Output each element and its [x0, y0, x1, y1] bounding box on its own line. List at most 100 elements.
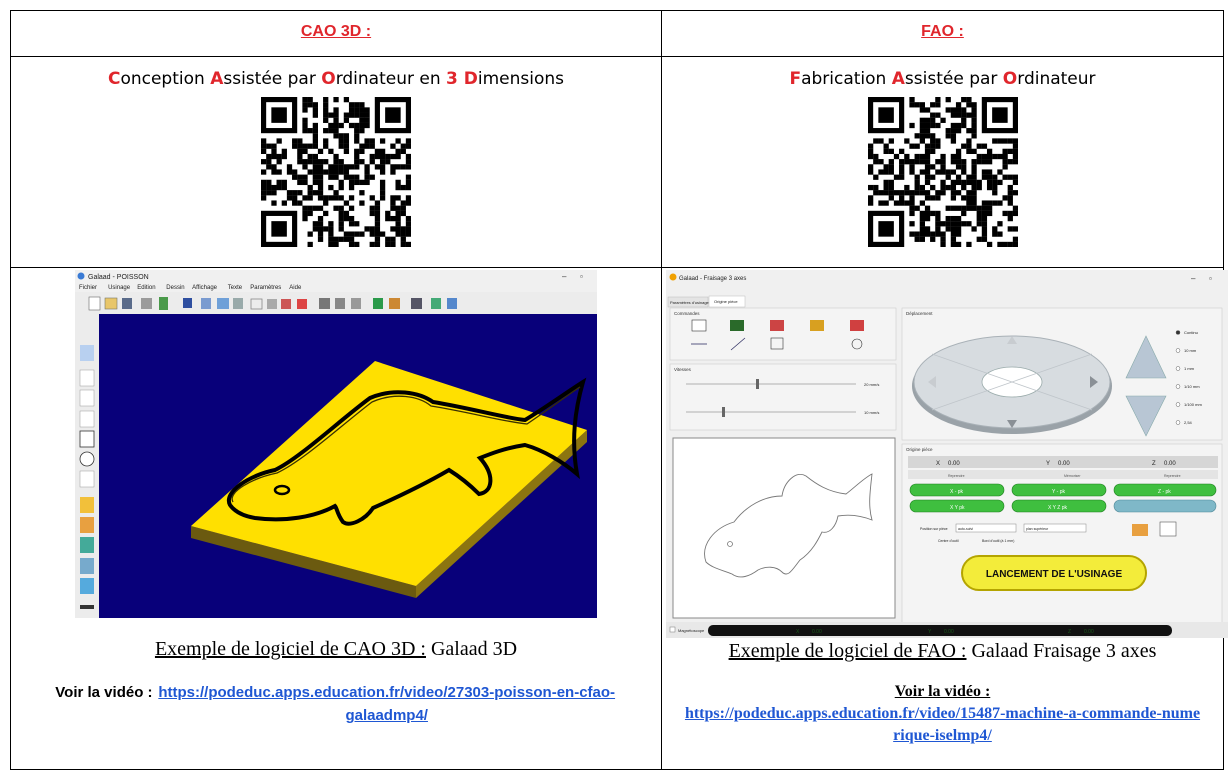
step-label: 1/10 mm — [1184, 384, 1200, 389]
document-table: CAO 3D : FAO : Conception Assistée par O… — [10, 10, 1228, 770]
menu-bar: Fichier Usinage Edition Dessin Affichage Text… — [79, 285, 302, 291]
svg-text:LANCEMENT DE L'USINAGE: LANCEMENT DE L'USINAGE — [986, 569, 1123, 580]
galaad-3d-screenshot: Galaad - POISSON – ▫ Fichier Usinage Editi… — [75, 270, 597, 618]
menu-item[interactable]: Edition — [137, 285, 155, 291]
menu-item[interactable]: Affichage — [192, 285, 218, 291]
svg-text:X Y pk: X Y pk — [950, 505, 965, 511]
fao-caption: Exemple de logiciel de FAO : Galaad Frai… — [662, 640, 1223, 663]
example-row: Galaad - POISSON – ▫ Fichier Usinage Editi… — [10, 267, 1228, 770]
svg-text:Y - pk: Y - pk — [1052, 489, 1065, 495]
z-down-icon[interactable] — [1125, 395, 1167, 437]
step-label: 1 mm — [1184, 366, 1195, 371]
jog-right-icon[interactable] — [1090, 376, 1098, 388]
fao-header-cell: FAO : — [661, 10, 1224, 57]
fish-outline — [226, 377, 587, 526]
tab-parametres[interactable] — [667, 296, 709, 308]
cao-video: Voir la vidéo : https://podeduc.apps.edu… — [11, 681, 661, 727]
cao-heading: CAO 3D : — [300, 23, 372, 40]
svg-text:X: X — [796, 629, 800, 635]
z-up-icon[interactable] — [1125, 335, 1167, 379]
svg-text:Z - pk: Z - pk — [1158, 489, 1171, 495]
position-select-1[interactable] — [955, 523, 1017, 533]
pointer-icon[interactable] — [1159, 521, 1177, 537]
maximize-icon: ▫ — [580, 272, 583, 281]
cao-video-label: Voir la vidéo : — [55, 684, 153, 701]
fao-video-link[interactable]: https://podeduc.apps.education.fr/video/… — [684, 705, 1201, 744]
menu-item[interactable]: Paramètres — [250, 285, 281, 291]
fao-video: Voir la vidéo : https://podeduc.apps.edu… — [662, 681, 1223, 747]
fao-heading: FAO : — [921, 23, 964, 40]
menu-item[interactable]: Aide — [289, 285, 302, 291]
svg-text:Y: Y — [1046, 461, 1050, 467]
step-radio[interactable] — [1175, 402, 1181, 407]
step-radio[interactable] — [1175, 330, 1181, 335]
xyz-origin-button[interactable] — [1011, 499, 1107, 513]
svg-text:Déplacement: Déplacement — [906, 311, 933, 316]
definition-part: A — [210, 69, 224, 89]
tab-origine[interactable] — [708, 295, 746, 308]
cao-caption-underlined: Exemple de logiciel de CAO 3D : — [154, 638, 426, 660]
cao-qr-code[interactable] — [261, 97, 411, 247]
jog-down-icon[interactable] — [1007, 420, 1017, 428]
definition-part: ssistée par — [223, 69, 322, 89]
svg-text:10 mm/s: 10 mm/s — [864, 410, 879, 415]
step-label: 1/100 mm — [1184, 402, 1202, 407]
qr-finder — [991, 107, 1008, 123]
qr-finder — [877, 221, 894, 237]
menu-item[interactable]: Texte — [228, 285, 243, 291]
svg-text:0.00: 0.00 — [1058, 461, 1070, 467]
svg-text:Commandes: Commandes — [674, 311, 700, 316]
cao-example-cell: Galaad - POISSON – ▫ Fichier Usinage Editi… — [10, 267, 662, 770]
x-origin-button[interactable] — [909, 483, 1005, 497]
probe-icon[interactable] — [1132, 524, 1148, 536]
cao-definition-cell: Conception Assistée par Ordinateur en 3 … — [10, 56, 662, 268]
svg-text:0.00: 0.00 — [944, 629, 954, 635]
svg-text:Centre d'outil: Centre d'outil — [938, 539, 959, 543]
lancement-usinage-button[interactable] — [961, 555, 1147, 591]
menu-item[interactable]: Usinage — [108, 285, 131, 291]
svg-text:X Y Z pk: X Y Z pk — [1048, 505, 1067, 511]
xy-origin-button[interactable] — [909, 499, 1005, 513]
step-radio[interactable] — [1175, 420, 1181, 425]
fao-example-cell: Galaad - Fraisage 3 axes – ▫ Paramètres … — [661, 267, 1228, 770]
fao-qr-code[interactable] — [867, 97, 1018, 247]
fao-caption-underlined: Exemple de logiciel de FAO : — [728, 640, 967, 662]
speed-slider-1[interactable] — [756, 379, 759, 389]
step-radio[interactable] — [1175, 348, 1181, 353]
svg-text:X: X — [936, 461, 940, 467]
svg-text:20 mm/s: 20 mm/s — [864, 382, 879, 387]
position-select-2[interactable] — [1023, 523, 1087, 533]
status-bar — [708, 625, 1172, 636]
y-origin-button[interactable] — [1011, 483, 1107, 497]
magnetoscope-checkbox[interactable] — [669, 626, 676, 633]
svg-text:Reprendre: Reprendre — [1164, 474, 1181, 478]
step-radio[interactable] — [1175, 366, 1181, 371]
menu-item[interactable]: Fichier — [79, 285, 97, 291]
menu-item[interactable]: Dessin — [166, 285, 184, 291]
definition-part: C — [107, 69, 121, 89]
fish-eye — [273, 484, 291, 496]
window-title: Galaad - POISSON — [88, 274, 149, 281]
svg-text:Y: Y — [928, 629, 932, 635]
qr-finder — [385, 107, 401, 123]
speed-slider-2[interactable] — [722, 407, 725, 417]
cao-video-link[interactable]: https://podeduc.apps.education.fr/video/… — [158, 684, 616, 724]
svg-text:plan supérieur: plan supérieur — [1026, 527, 1049, 531]
svg-text:auto-suivi: auto-suivi — [958, 527, 973, 531]
svg-text:Mémoriser: Mémoriser — [1064, 474, 1081, 478]
minimize-icon: – — [562, 272, 567, 281]
definition-part: F — [789, 69, 802, 89]
minimize-icon: – — [1191, 274, 1196, 283]
cao-caption: Exemple de logiciel de CAO 3D : Galaad 3… — [11, 638, 661, 661]
svg-text:0.00: 0.00 — [1164, 461, 1176, 467]
cao-definition: Conception Assistée par Ordinateur en 3 … — [11, 69, 661, 89]
svg-text:Z: Z — [1152, 461, 1156, 467]
step-label: Continu — [1184, 330, 1198, 335]
step-options[interactable]: Continu 10 mm 1 mm 1/10 mm 1/100 mm 2,54 — [1175, 330, 1202, 425]
command-icons — [691, 319, 864, 351]
step-radio[interactable] — [1175, 384, 1181, 389]
z-origin-button[interactable] — [1113, 483, 1217, 497]
header-row: CAO 3D : FAO : — [10, 10, 1224, 57]
app-logo-icon — [77, 272, 85, 280]
svg-text:Z: Z — [1068, 629, 1071, 635]
